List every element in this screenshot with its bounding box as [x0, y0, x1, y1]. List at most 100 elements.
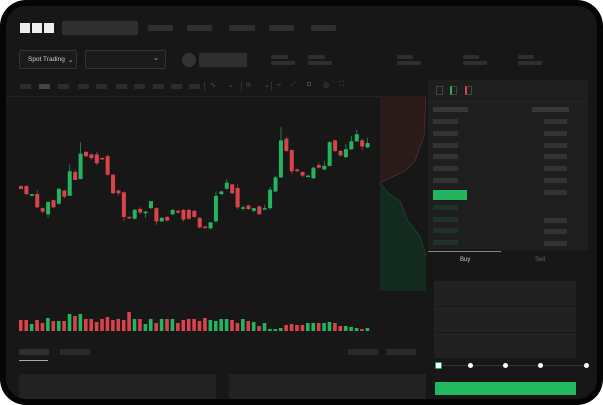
timeframe-button[interactable] [78, 84, 89, 89]
timeframe-button[interactable] [39, 84, 50, 89]
candlestick-chart[interactable] [16, 96, 381, 336]
depth-bid-line [380, 182, 426, 257]
candle [56, 188, 61, 204]
total-input[interactable] [434, 333, 576, 358]
ask-amount [544, 166, 567, 171]
bid-price [433, 240, 458, 245]
indicator-icon[interactable]: ∿ [210, 82, 216, 89]
chevron-down-icon[interactable]: ⌄ [264, 82, 270, 89]
timeframe-button[interactable] [153, 84, 164, 89]
volume-bar [148, 319, 153, 331]
leverage-slider[interactable] [440, 365, 586, 366]
candle [241, 207, 246, 209]
nav-item[interactable] [148, 25, 173, 31]
chart-type-icon[interactable]: ⊪ [246, 82, 253, 89]
candle [181, 209, 186, 220]
chevron-down-icon[interactable]: ⌄ [228, 82, 234, 89]
timeframe-button[interactable] [134, 84, 145, 89]
candle [159, 217, 164, 222]
settings-icon[interactable]: ◎ [323, 82, 330, 89]
ask-price [433, 178, 458, 183]
nav-item[interactable] [311, 25, 336, 31]
stat-label [518, 55, 534, 59]
candle [24, 186, 29, 195]
volume-bar [278, 328, 283, 331]
market-type-dropdown[interactable]: Spot Trading ⌄ [19, 50, 77, 69]
timeframe-button[interactable] [96, 84, 107, 89]
bottom-tab-active[interactable] [19, 349, 49, 355]
timeframe-button[interactable] [171, 84, 182, 89]
nav-item[interactable] [269, 25, 294, 31]
price-input[interactable] [434, 281, 576, 306]
ask-amount [544, 119, 567, 124]
book-view-bids-icon[interactable] [450, 86, 457, 95]
slider-mark-25[interactable] [468, 363, 473, 368]
buy-submit-button[interactable] [435, 382, 576, 395]
ruler-icon[interactable]: ⟋ [291, 81, 296, 88]
candle [354, 134, 359, 142]
candle [46, 202, 51, 215]
candle [295, 169, 300, 172]
stat-label [463, 55, 479, 59]
volume-bar [181, 320, 186, 331]
book-view-both-icon[interactable] [436, 86, 443, 95]
candle [148, 201, 153, 209]
filter-button[interactable] [386, 349, 416, 355]
tab-sell[interactable]: Sell [535, 257, 546, 263]
volume-bar [165, 319, 169, 331]
ask-amount [544, 143, 567, 148]
timeframe-button[interactable] [189, 84, 200, 89]
volume-bar [338, 326, 343, 331]
volume-bar [78, 314, 83, 331]
candle [268, 189, 273, 209]
slider-mark-50[interactable] [503, 363, 508, 368]
pair-dropdown[interactable]: ⌄ [85, 50, 166, 69]
depth-ask-line [380, 96, 426, 184]
divider [271, 82, 272, 91]
candle [100, 158, 105, 160]
camera-icon[interactable]: ◘ [307, 81, 312, 88]
okx-logo[interactable] [20, 23, 56, 33]
candle [165, 216, 170, 221]
volume-bar [213, 321, 218, 331]
bid-price [433, 205, 458, 210]
candle [333, 140, 338, 151]
nav-item[interactable] [229, 25, 255, 31]
candle [289, 150, 294, 172]
timeframe-button[interactable] [20, 84, 31, 89]
ask-price [433, 143, 458, 148]
candle [176, 210, 181, 213]
slider-mark-100[interactable] [584, 363, 589, 368]
volume-bar [327, 322, 332, 331]
book-header-price [433, 107, 468, 112]
timeframe-button[interactable] [116, 84, 127, 89]
nav-item[interactable] [187, 25, 212, 31]
bid-price [433, 228, 458, 233]
volume-bar [121, 320, 126, 331]
timeframe-button[interactable] [58, 84, 69, 89]
bottom-tab[interactable] [60, 349, 90, 355]
volume-bar [197, 321, 202, 331]
candle [327, 142, 332, 166]
book-view-asks-icon[interactable] [465, 86, 472, 95]
amount-input[interactable] [434, 307, 576, 332]
candle [311, 167, 316, 179]
volume-bar [143, 324, 148, 331]
tab-buy[interactable]: Buy [460, 257, 471, 263]
stat-label [397, 55, 413, 59]
divider [241, 82, 242, 91]
slider-handle[interactable] [435, 362, 442, 369]
volume-bar [73, 316, 77, 331]
search-bar[interactable] [62, 21, 138, 35]
volume-bar [132, 319, 137, 331]
filter-button[interactable] [348, 349, 378, 355]
volume-bar [235, 323, 240, 331]
volume-bar [24, 320, 29, 331]
volume-bar [127, 312, 131, 331]
line-icon[interactable]: ∼ [276, 82, 282, 89]
fullscreen-icon[interactable]: ⛶ [339, 81, 344, 88]
volume-bar [354, 328, 359, 331]
slider-mark-75[interactable] [538, 363, 543, 368]
volume-bar [154, 323, 158, 331]
volume-bar [29, 324, 34, 331]
